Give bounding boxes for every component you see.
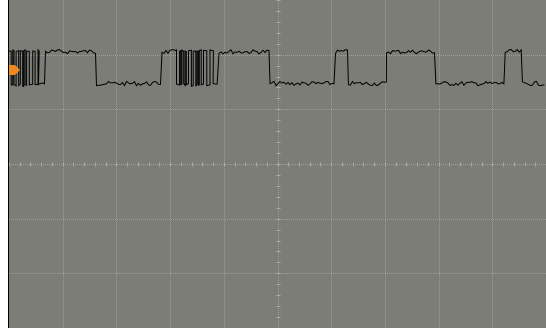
orange-channel-marker-icon <box>9 65 20 75</box>
center-axis-ticks <box>9 0 536 318</box>
channel-trace <box>8 48 545 88</box>
marker-shape <box>9 65 20 75</box>
